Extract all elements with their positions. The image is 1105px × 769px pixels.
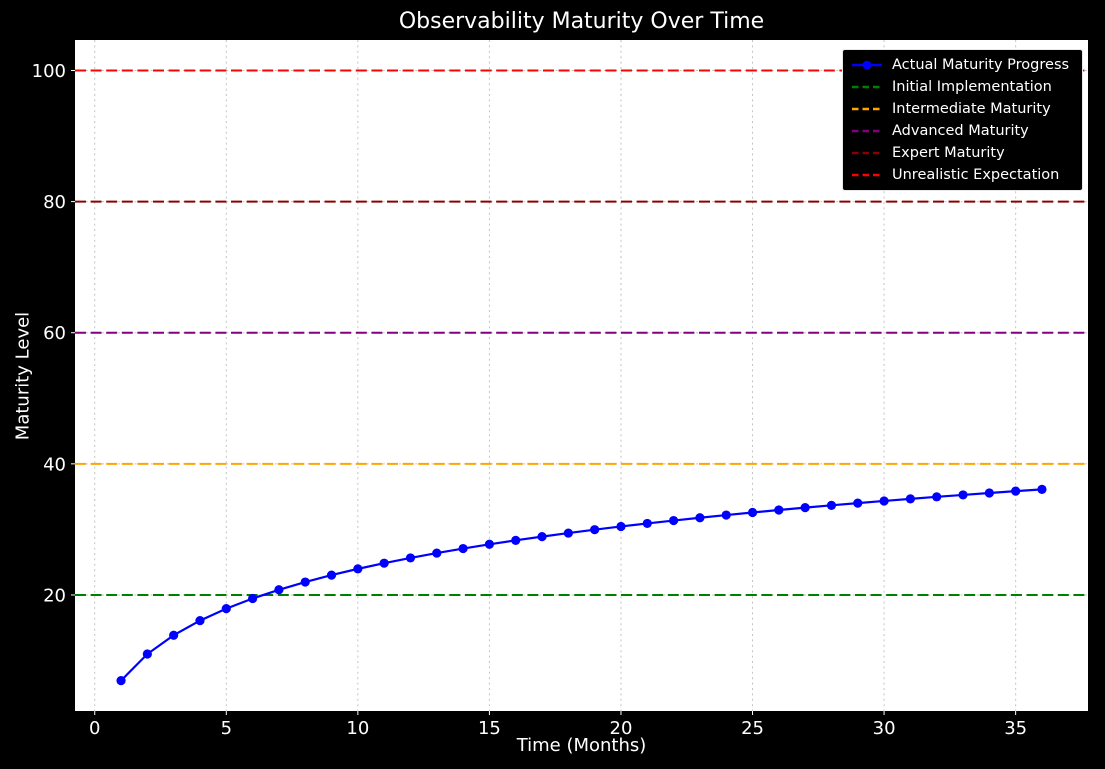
data-point bbox=[326, 570, 337, 580]
legend-item: Advanced Maturity bbox=[851, 123, 1074, 139]
y-tick-label: 80 bbox=[43, 192, 66, 213]
x-axis-label: Time (Months) bbox=[516, 735, 647, 756]
legend-label: Unrealistic Expectation bbox=[892, 167, 1060, 183]
data-point bbox=[905, 494, 915, 504]
data-point bbox=[353, 564, 363, 574]
data-point bbox=[432, 548, 442, 558]
data-point bbox=[853, 498, 863, 508]
data-point bbox=[274, 585, 284, 595]
data-point bbox=[695, 513, 705, 523]
y-tick-label: 60 bbox=[43, 323, 66, 344]
y-tick-label: 40 bbox=[43, 454, 66, 475]
data-point bbox=[405, 553, 416, 563]
data-point bbox=[221, 603, 231, 614]
y-tick-label: 20 bbox=[43, 585, 66, 606]
data-point bbox=[590, 525, 600, 535]
legend-item: Unrealistic Expectation bbox=[851, 167, 1074, 183]
data-point bbox=[721, 510, 731, 520]
data-point bbox=[511, 535, 521, 545]
data-point bbox=[484, 539, 495, 549]
legend-label: Intermediate Maturity bbox=[892, 101, 1051, 117]
legend-item: Intermediate Maturity bbox=[851, 101, 1074, 117]
x-tick-label: 35 bbox=[1004, 718, 1027, 739]
x-tick-label: 15 bbox=[478, 718, 501, 739]
data-point bbox=[169, 630, 179, 640]
legend-label: Expert Maturity bbox=[892, 145, 1005, 161]
data-point bbox=[1037, 484, 1047, 494]
legend-dashed-line-icon bbox=[852, 85, 882, 89]
legend-label: Initial Implementation bbox=[892, 79, 1052, 95]
legend-label: Advanced Maturity bbox=[892, 123, 1029, 139]
data-point bbox=[300, 577, 310, 587]
data-point bbox=[195, 615, 205, 626]
legend-dashed-line-icon bbox=[852, 129, 882, 133]
x-tick-label: 5 bbox=[221, 718, 232, 739]
legend-item: Actual Maturity Progress bbox=[851, 57, 1074, 73]
legend-dashed-line-icon bbox=[852, 173, 882, 177]
data-point bbox=[668, 515, 679, 526]
data-point bbox=[616, 521, 626, 532]
legend: Actual Maturity Progress Initial Implemen… bbox=[842, 49, 1083, 191]
legend-dashed-line-icon bbox=[852, 107, 882, 111]
y-tick-label: 100 bbox=[32, 61, 66, 82]
data-point bbox=[774, 505, 784, 515]
data-point bbox=[142, 649, 152, 659]
legend-label: Actual Maturity Progress bbox=[892, 57, 1070, 73]
data-point bbox=[932, 492, 942, 502]
data-point bbox=[984, 488, 994, 498]
data-point bbox=[642, 518, 652, 529]
chart-title: Observability Maturity Over Time bbox=[398, 9, 765, 34]
data-point bbox=[1011, 486, 1021, 496]
data-point bbox=[563, 528, 573, 538]
data-point bbox=[458, 543, 468, 554]
data-point bbox=[958, 490, 968, 500]
data-point bbox=[537, 532, 547, 542]
legend-item: Expert Maturity bbox=[851, 145, 1074, 161]
x-tick-label: 20 bbox=[610, 718, 633, 739]
data-point bbox=[747, 507, 758, 518]
data-point bbox=[826, 500, 837, 510]
data-point bbox=[800, 503, 810, 513]
data-point bbox=[379, 558, 389, 568]
data-point bbox=[248, 593, 258, 604]
legend-item: Initial Implementation bbox=[851, 79, 1074, 95]
x-tick-label: 0 bbox=[89, 718, 100, 739]
x-tick-label: 25 bbox=[741, 718, 764, 739]
legend-line-marker-icon bbox=[852, 60, 882, 70]
x-tick-label: 30 bbox=[873, 718, 896, 739]
data-point bbox=[116, 676, 126, 686]
legend-dashed-line-icon bbox=[852, 151, 882, 155]
x-tick-label: 10 bbox=[346, 718, 369, 739]
data-point bbox=[879, 496, 889, 506]
y-axis-label: Maturity Level bbox=[12, 311, 34, 441]
